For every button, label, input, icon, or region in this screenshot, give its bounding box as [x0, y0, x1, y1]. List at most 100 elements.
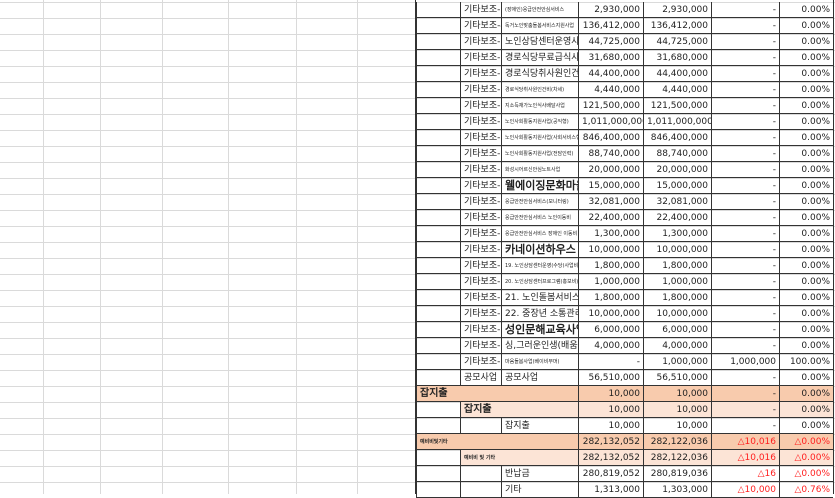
rate-cell[interactable]: 0.00% [779, 290, 833, 306]
item-cell[interactable]: 21. 노인돌봄서비스워크숍 [501, 290, 578, 306]
category-cell[interactable] [416, 34, 460, 50]
subcategory-cell[interactable]: 기타보조-8 [460, 82, 501, 98]
revised-amount-cell[interactable]: 10,000 [643, 418, 711, 434]
budget-amount-cell[interactable]: 280,819,052 [578, 466, 643, 482]
difference-cell[interactable]: - [711, 178, 779, 194]
budget-amount-cell[interactable]: - [578, 354, 643, 370]
rate-cell[interactable]: 0.00% [779, 178, 833, 194]
item-cell[interactable]: 응급안전안심서비스 장애인 이동비 [501, 226, 578, 242]
subcategory-cell[interactable]: 기타보조-12 [460, 146, 501, 162]
revised-amount-cell[interactable]: 136,412,000 [643, 18, 711, 34]
budget-amount-cell[interactable]: 10,000 [578, 402, 643, 418]
item-cell[interactable]: 화성시어르신안심노트사업 [501, 162, 578, 178]
subcategory-cell[interactable]: 기타보조-22 [460, 306, 501, 322]
revised-amount-cell[interactable]: 31,680,000 [643, 50, 711, 66]
category-cell[interactable] [416, 274, 460, 290]
category-cell[interactable] [416, 114, 460, 130]
difference-cell[interactable]: - [711, 418, 779, 434]
revised-amount-cell[interactable]: 44,725,000 [643, 34, 711, 50]
difference-cell[interactable]: - [711, 322, 779, 338]
revised-amount-cell[interactable]: 1,011,000,000 [643, 114, 711, 130]
subcategory-cell[interactable]: 기타보조-16 [460, 210, 501, 226]
subcategory-cell[interactable]: 기타보조-5 [460, 34, 501, 50]
rate-cell[interactable]: 0.00% [779, 370, 833, 386]
difference-cell[interactable]: △10,016 [711, 450, 779, 466]
subcategory-cell[interactable] [460, 466, 501, 482]
difference-cell[interactable]: - [711, 130, 779, 146]
item-cell[interactable]: 웰에이징문화마을 [501, 178, 578, 194]
rate-cell[interactable]: 0.00% [779, 386, 833, 402]
budget-amount-cell[interactable]: 846,400,000 [578, 130, 643, 146]
difference-cell[interactable]: - [711, 290, 779, 306]
revised-amount-cell[interactable]: 20,000,000 [643, 162, 711, 178]
budget-amount-cell[interactable]: 6,000,000 [578, 322, 643, 338]
budget-amount-cell[interactable]: 282,132,052 [578, 450, 643, 466]
item-cell[interactable]: 노인사회활동지원사업(공익형) [501, 114, 578, 130]
difference-cell[interactable]: - [711, 66, 779, 82]
revised-amount-cell[interactable]: 1,800,000 [643, 290, 711, 306]
category-cell[interactable] [416, 290, 460, 306]
category-cell[interactable] [416, 66, 460, 82]
revised-amount-cell[interactable]: 32,081,000 [643, 194, 711, 210]
item-cell[interactable]: (장애인)응급안전안심서비스 [501, 2, 578, 18]
rate-cell[interactable]: 0.00% [779, 274, 833, 290]
difference-cell[interactable]: - [711, 194, 779, 210]
budget-amount-cell[interactable]: 10,000,000 [578, 306, 643, 322]
rate-cell[interactable]: 0.00% [779, 82, 833, 98]
budget-amount-cell[interactable]: 10,000 [578, 418, 643, 434]
revised-amount-cell[interactable]: 1,800,000 [643, 258, 711, 274]
item-cell[interactable]: 독거노인맞춤돌봄서비스지원사업 [501, 18, 578, 34]
category-cell[interactable] [416, 194, 460, 210]
difference-cell[interactable]: - [711, 402, 779, 418]
rate-cell[interactable]: 0.00% [779, 258, 833, 274]
rate-cell[interactable]: 0.00% [779, 2, 833, 18]
category-cell[interactable] [416, 50, 460, 66]
difference-cell[interactable]: - [711, 98, 779, 114]
revised-amount-cell[interactable]: 4,000,000 [643, 338, 711, 354]
category-cell[interactable]: 잡지출 [416, 386, 578, 402]
subcategory-cell[interactable]: 기타보조-6 [460, 50, 501, 66]
revised-amount-cell[interactable]: 22,400,000 [643, 210, 711, 226]
difference-cell[interactable]: - [711, 210, 779, 226]
revised-amount-cell[interactable]: 10,000 [643, 386, 711, 402]
revised-amount-cell[interactable]: 15,000,000 [643, 178, 711, 194]
rate-cell[interactable]: 0.00% [779, 66, 833, 82]
difference-cell[interactable]: - [711, 2, 779, 18]
revised-amount-cell[interactable]: 56,510,000 [643, 370, 711, 386]
rate-cell[interactable]: 0.00% [779, 50, 833, 66]
difference-cell[interactable]: - [711, 82, 779, 98]
difference-cell[interactable]: - [711, 162, 779, 178]
item-cell[interactable]: 20. 노인상담센터프로그램(홍보비) [501, 274, 578, 290]
category-cell[interactable] [416, 370, 460, 386]
category-cell[interactable] [416, 18, 460, 34]
category-cell[interactable] [416, 402, 460, 418]
budget-amount-cell[interactable]: 1,000,000 [578, 274, 643, 290]
item-cell[interactable]: 노인사회활동지원사업(사회서비스형) [501, 130, 578, 146]
category-cell[interactable] [416, 178, 460, 194]
rate-cell[interactable]: △0.76% [779, 482, 833, 498]
subcategory-cell[interactable]: 기타보조-18 [460, 242, 501, 258]
budget-amount-cell[interactable]: 22,400,000 [578, 210, 643, 226]
rate-cell[interactable]: 100.00% [779, 354, 833, 370]
category-cell[interactable] [416, 2, 460, 18]
item-cell[interactable]: 응급안전안심서비스(모니터링) [501, 194, 578, 210]
budget-amount-cell[interactable]: 20,000,000 [578, 162, 643, 178]
revised-amount-cell[interactable]: 6,000,000 [643, 322, 711, 338]
budget-amount-cell[interactable]: 1,800,000 [578, 290, 643, 306]
difference-cell[interactable]: - [711, 338, 779, 354]
item-cell[interactable]: 지소득재가노인식사배달사업 [501, 98, 578, 114]
category-cell[interactable] [416, 146, 460, 162]
budget-amount-cell[interactable]: 44,400,000 [578, 66, 643, 82]
revised-amount-cell[interactable]: 282,122,036 [643, 434, 711, 450]
difference-cell[interactable]: - [711, 386, 779, 402]
item-cell[interactable]: 마음돌봄사업(베이비부머) [501, 354, 578, 370]
revised-amount-cell[interactable]: 846,400,000 [643, 130, 711, 146]
revised-amount-cell[interactable]: 1,303,000 [643, 482, 711, 498]
difference-cell[interactable]: △10,000 [711, 482, 779, 498]
budget-amount-cell[interactable]: 10,000 [578, 386, 643, 402]
rate-cell[interactable]: △0.00% [779, 450, 833, 466]
item-cell[interactable]: 공모사업 [501, 370, 578, 386]
subcategory-cell[interactable]: 공모사업 [460, 370, 501, 386]
budget-amount-cell[interactable]: 1,300,000 [578, 226, 643, 242]
item-cell[interactable]: 노인상담센터운영사업 [501, 34, 578, 50]
